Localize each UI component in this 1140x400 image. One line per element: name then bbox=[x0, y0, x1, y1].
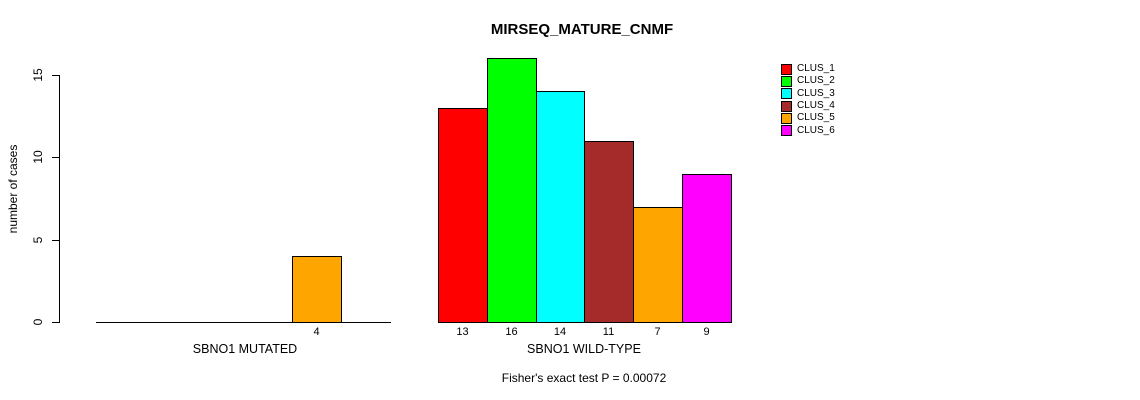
legend-item: CLUS_5 bbox=[781, 112, 835, 124]
legend-item: CLUS_1 bbox=[781, 63, 835, 75]
bar-clus_3 bbox=[536, 91, 585, 323]
legend-label: CLUS_2 bbox=[797, 75, 835, 87]
bar-value-label: 4 bbox=[313, 326, 320, 338]
y-axis-tick bbox=[52, 75, 59, 76]
bar-clus_5 bbox=[633, 207, 683, 323]
bar-clus_5 bbox=[292, 256, 342, 323]
bar-value-label: 11 bbox=[602, 326, 615, 338]
bar-value-label: 16 bbox=[505, 326, 518, 338]
y-axis-tick bbox=[52, 322, 59, 323]
legend-label: CLUS_1 bbox=[797, 63, 835, 75]
legend-label: CLUS_6 bbox=[797, 124, 835, 136]
group-label-mutated: SBNO1 MUTATED bbox=[192, 342, 298, 356]
legend-swatch bbox=[781, 88, 792, 100]
bar-value-label: 9 bbox=[703, 326, 710, 338]
legend-item: CLUS_2 bbox=[781, 75, 835, 87]
group-baseline bbox=[96, 322, 391, 323]
legend-swatch bbox=[781, 112, 792, 124]
legend-swatch bbox=[781, 75, 792, 87]
bar-clus_2 bbox=[487, 58, 537, 323]
legend-swatch bbox=[781, 63, 792, 75]
bar-clus_1 bbox=[438, 108, 488, 323]
bar-value-label: 14 bbox=[553, 326, 567, 338]
legend-swatch bbox=[781, 125, 792, 137]
legend-label: CLUS_5 bbox=[797, 112, 835, 124]
legend-item: CLUS_4 bbox=[781, 100, 835, 112]
legend-swatch bbox=[781, 100, 792, 112]
bar-clus_6 bbox=[682, 174, 732, 323]
bar-clus_4 bbox=[584, 141, 634, 323]
bar-value-label: 7 bbox=[654, 326, 661, 338]
legend-label: CLUS_4 bbox=[797, 100, 835, 112]
y-axis-line bbox=[59, 75, 60, 323]
y-axis-tick bbox=[52, 240, 59, 241]
y-axis-tick bbox=[52, 157, 59, 158]
legend-item: CLUS_6 bbox=[781, 125, 835, 137]
group-label-wildtype: SBNO1 WILD-TYPE bbox=[527, 342, 641, 356]
legend-item: CLUS_3 bbox=[781, 88, 835, 100]
bar-value-label: 13 bbox=[456, 326, 469, 338]
legend-label: CLUS_3 bbox=[797, 87, 835, 99]
chart-title: MIRSEQ_MATURE_CNMF bbox=[490, 21, 674, 38]
footnote: Fisher's exact test P = 0.00072 bbox=[501, 371, 667, 385]
